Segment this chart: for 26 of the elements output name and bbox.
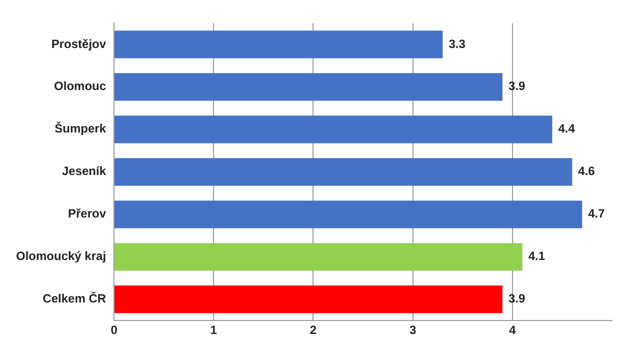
data-label: 3.3: [448, 36, 466, 51]
bar: [114, 158, 572, 186]
y-tick-label: Přerov: [68, 206, 106, 221]
y-tick-label: Olomoucký kraj: [16, 249, 106, 264]
bar: [114, 243, 522, 271]
data-label: 4.6: [578, 164, 596, 178]
data-label: 3.9: [508, 292, 526, 306]
bar: [114, 200, 582, 228]
data-label: 3.9: [508, 79, 526, 94]
x-tick-label: 2: [310, 323, 317, 338]
data-label: 4.1: [528, 249, 546, 264]
bar: [114, 286, 502, 314]
data-label: 4.7: [588, 206, 606, 221]
bar: [114, 116, 552, 144]
y-tick-label: Jeseník: [62, 164, 106, 178]
x-tick-label: 1: [210, 323, 218, 338]
bar: [114, 30, 443, 58]
y-tick-label: Šumperk: [54, 122, 106, 136]
data-label: 4.4: [558, 122, 576, 136]
x-tick-label: 3: [409, 323, 416, 338]
bar: [114, 73, 502, 101]
y-tick-label: Prostějov: [51, 36, 106, 51]
x-tick-label: 4: [509, 323, 516, 338]
y-tick-label: Olomouc: [54, 79, 106, 94]
x-tick-label: 0: [110, 323, 118, 338]
y-tick-label: Celkem ČR: [42, 292, 106, 306]
